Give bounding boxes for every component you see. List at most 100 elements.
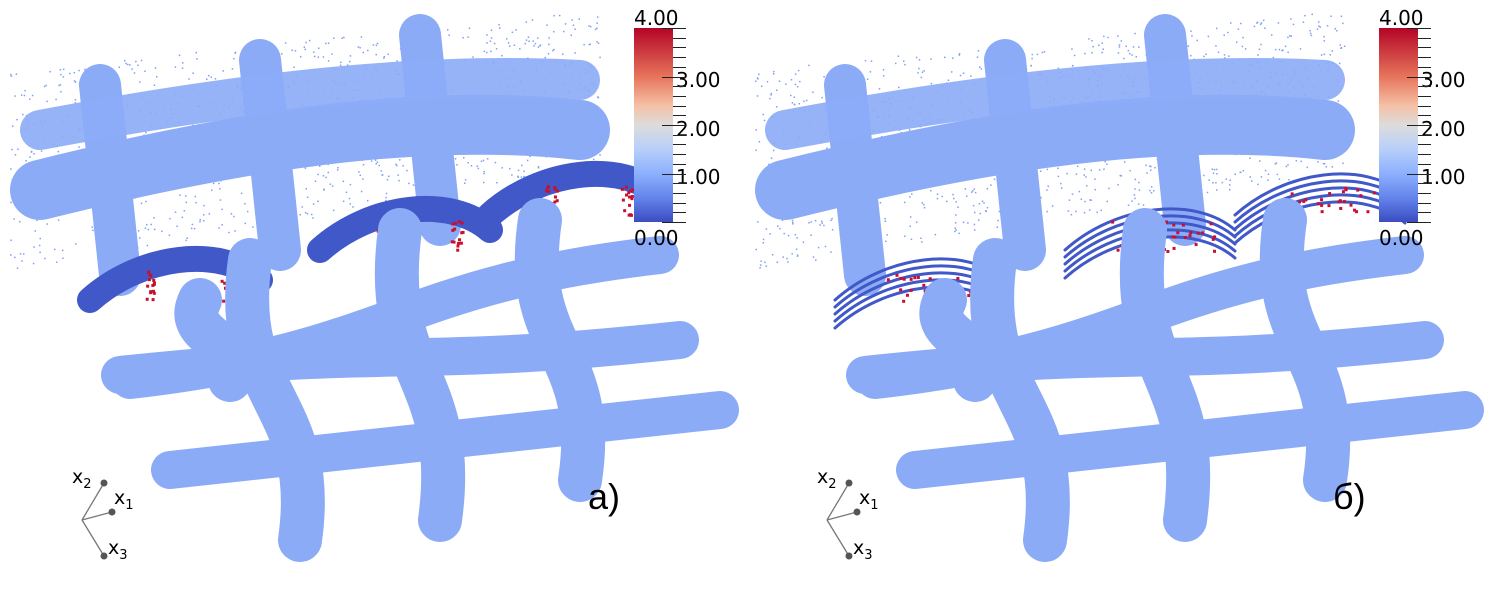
scatter-point bbox=[759, 267, 761, 269]
fiber-yarn bbox=[1259, 198, 1351, 502]
scatter-point bbox=[1215, 45, 1217, 47]
scatter-point bbox=[333, 37, 335, 39]
scatter-point bbox=[1046, 189, 1048, 191]
scatter-point bbox=[1288, 178, 1290, 181]
scatter-point bbox=[153, 217, 155, 219]
stress-peak-point bbox=[147, 278, 151, 282]
scatter-point bbox=[370, 160, 373, 162]
scatter-point bbox=[1098, 169, 1101, 171]
stress-peak-point bbox=[1116, 248, 1120, 252]
scatter-point bbox=[349, 55, 352, 57]
scatter-point bbox=[1071, 48, 1073, 50]
fiber-yarn bbox=[514, 198, 606, 502]
colorbar-tick bbox=[673, 154, 686, 156]
scatter-point bbox=[532, 40, 534, 42]
scatter-point bbox=[592, 158, 595, 161]
scatter-point bbox=[1096, 211, 1098, 214]
panel-label: б) bbox=[1333, 476, 1366, 517]
scatter-point bbox=[402, 165, 404, 167]
scatter-point bbox=[1227, 31, 1229, 34]
colorbar-tick bbox=[1418, 183, 1431, 185]
scatter-point bbox=[13, 218, 15, 220]
axis-triad-line bbox=[81, 482, 105, 521]
scatter-point bbox=[46, 223, 49, 225]
scatter-point bbox=[396, 60, 398, 62]
scatter-point bbox=[934, 233, 937, 236]
colorbar-tick bbox=[1418, 212, 1431, 214]
stress-peak-point bbox=[145, 297, 149, 301]
scatter-point bbox=[524, 42, 526, 45]
axis-arrowhead-icon bbox=[845, 552, 853, 560]
stress-peak-point bbox=[450, 240, 454, 244]
stress-peak-point bbox=[628, 203, 632, 207]
scatter-point bbox=[1108, 187, 1110, 190]
stress-peak-point bbox=[922, 283, 926, 287]
scatter-point bbox=[137, 230, 140, 232]
scatter-point bbox=[1106, 200, 1109, 203]
axis-label-x1: x1 bbox=[114, 487, 134, 513]
scatter-point bbox=[218, 182, 220, 185]
scatter-point bbox=[210, 189, 213, 192]
scatter-point bbox=[304, 167, 307, 169]
stress-peak-point bbox=[147, 270, 151, 274]
scatter-point bbox=[1323, 53, 1326, 56]
scatter-point bbox=[19, 221, 21, 223]
stress-peak-point bbox=[1172, 223, 1176, 227]
scatter-point bbox=[958, 232, 960, 235]
scatter-point bbox=[78, 146, 80, 148]
scatter-point bbox=[1310, 34, 1313, 37]
scatter-point bbox=[1338, 62, 1341, 65]
stress-peak-point bbox=[909, 288, 913, 292]
axis-arrowhead-icon bbox=[845, 479, 853, 487]
scatter-point bbox=[339, 64, 342, 67]
scatter-point bbox=[55, 261, 58, 263]
scatter-point bbox=[955, 229, 957, 231]
scatter-point bbox=[1190, 30, 1192, 32]
stress-peak-point bbox=[460, 221, 464, 225]
scatter-point bbox=[1106, 163, 1108, 166]
scatter-point bbox=[791, 219, 794, 222]
colorbar-tick bbox=[1418, 57, 1431, 59]
scatter-point bbox=[1133, 194, 1136, 196]
scatter-point bbox=[803, 100, 805, 103]
scatter-point bbox=[1103, 35, 1105, 38]
scatter-point bbox=[953, 197, 955, 200]
scatter-point bbox=[1100, 209, 1102, 212]
scatter-point bbox=[24, 89, 26, 92]
scatter-point bbox=[340, 61, 342, 64]
scatter-point bbox=[489, 40, 492, 42]
colorbar-tick bbox=[1418, 37, 1431, 39]
scatter-point bbox=[337, 167, 339, 169]
scatter-point bbox=[533, 45, 535, 47]
scatter-point bbox=[490, 37, 493, 39]
scatter-point bbox=[486, 51, 488, 54]
stress-peak-point bbox=[1111, 220, 1115, 224]
scatter-point bbox=[791, 221, 794, 224]
scatter-point bbox=[360, 190, 363, 193]
scatter-point bbox=[246, 210, 249, 213]
scatter-point bbox=[486, 34, 488, 36]
scatter-point bbox=[10, 239, 12, 242]
scatter-point bbox=[571, 19, 573, 21]
scatter-point bbox=[1259, 160, 1261, 162]
scatter-point bbox=[214, 78, 217, 80]
scatter-point bbox=[332, 209, 335, 212]
scatter-point bbox=[1282, 49, 1284, 51]
scatter-point bbox=[764, 261, 766, 264]
scatter-point bbox=[1132, 46, 1135, 48]
scatter-point bbox=[375, 53, 377, 56]
scatter-point bbox=[193, 227, 196, 230]
scatter-point bbox=[1118, 44, 1121, 46]
scatter-point bbox=[1134, 178, 1137, 181]
scatter-point bbox=[483, 172, 485, 175]
scatter-point bbox=[1094, 188, 1096, 191]
scatter-point bbox=[57, 219, 60, 221]
scatter-point bbox=[823, 224, 825, 227]
scatter-point bbox=[553, 14, 555, 17]
scatter-point bbox=[179, 194, 181, 196]
scatter-point bbox=[958, 54, 961, 56]
scatter-point bbox=[17, 148, 19, 150]
scatter-point bbox=[830, 219, 832, 222]
scatter-point bbox=[783, 232, 785, 235]
scatter-point bbox=[1091, 52, 1093, 54]
